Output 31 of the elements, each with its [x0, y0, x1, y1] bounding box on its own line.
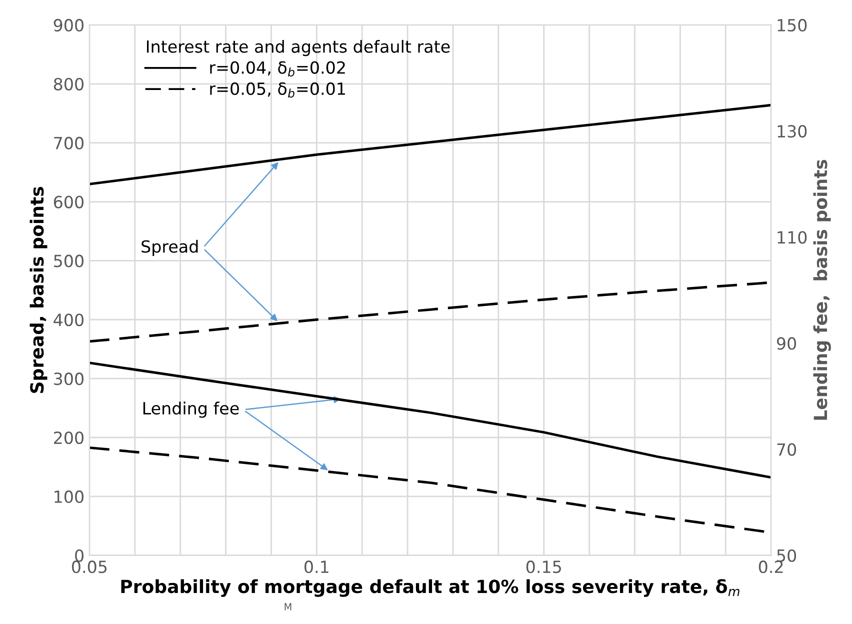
x-tick-label: 0.05 [72, 560, 107, 574]
y-tick-label: 100 [54, 490, 84, 503]
y2-tick-label: 130 [778, 125, 807, 138]
y-tick-label: 300 [54, 372, 84, 386]
y2-tick-label: 70 [777, 443, 796, 456]
y2-tick-label: 110 [778, 231, 807, 244]
x-tick-label: 0.1 [304, 560, 328, 574]
annotation: Lending fee [143, 402, 239, 418]
x-tick-label: 0.2 [758, 560, 783, 574]
line-series [89, 104, 772, 186]
y-tick-label: 700 [54, 136, 84, 150]
y-tick-label: 800 [54, 78, 84, 90]
legend-label: r=0.04, δ$_{b}$=0.02 [210, 61, 345, 77]
annotation: Spread [142, 240, 198, 256]
y-tick-label: 400 [54, 314, 84, 326]
y-tick-label: 900 [54, 18, 84, 32]
y2-tick-label: 150 [778, 18, 807, 32]
y-axis-title: Spread, basis points [30, 186, 48, 393]
legend-title: Interest rate and agents default rate [146, 40, 450, 56]
x-axis-title: Probability of mortgage default at 10% loss severity rate, δ$_{m}$ [121, 579, 740, 597]
y-tick-label: 500 [54, 254, 84, 268]
y-tick-label: 0 [75, 549, 84, 562]
x-tick-label: 0.15 [526, 560, 561, 574]
y-tick-label: 200 [54, 431, 84, 444]
y2-tick-label: 90 [776, 337, 796, 350]
y-tick-label: 600 [54, 196, 84, 208]
y2-axis-title: Lending fee, basis points [813, 160, 831, 420]
line-series [89, 362, 772, 479]
y2-tick-label: 50 [777, 549, 796, 562]
legend-label: r=0.05, δ$_{b}$=0.01 [210, 82, 345, 98]
text: M [284, 603, 292, 610]
